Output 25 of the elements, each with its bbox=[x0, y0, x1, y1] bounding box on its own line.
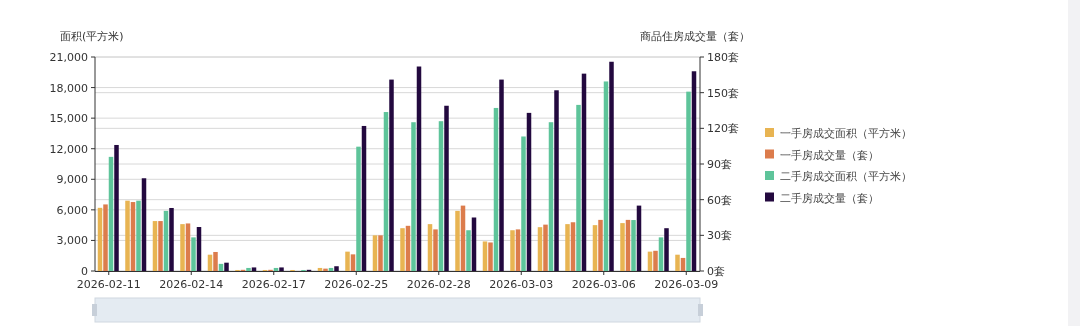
x-tick-label: 2026-03-09 bbox=[654, 278, 719, 291]
y-tick-label: 9,000 bbox=[56, 173, 88, 187]
y2-tick-label: 60套 bbox=[707, 193, 732, 207]
y-axis-title: 面积(平方米) bbox=[60, 30, 124, 43]
x-tick-label: 2026-02-28 bbox=[406, 278, 471, 291]
y2-tick-label: 0套 bbox=[707, 265, 725, 278]
x-tick-label: 2026-02-25 bbox=[324, 278, 389, 291]
y-tick-label: 6,000 bbox=[56, 203, 88, 217]
y-tick-label: 18,000 bbox=[49, 81, 88, 95]
x-tick-label: 2026-03-06 bbox=[571, 278, 636, 291]
y2-tick-label: 30套 bbox=[707, 229, 732, 243]
x-tick-label: 2026-02-14 bbox=[159, 278, 224, 291]
y-tick-label: 12,000 bbox=[49, 142, 88, 156]
y-tick-label: 0 bbox=[81, 265, 88, 278]
y2-tick-label: 150套 bbox=[707, 86, 739, 100]
y-tick-label: 15,000 bbox=[49, 112, 88, 126]
y-tick-label: 21,000 bbox=[49, 51, 88, 64]
y2-tick-label: 90套 bbox=[707, 158, 732, 171]
y2-tick-label: 180套 bbox=[707, 51, 739, 64]
y2-tick-label: 120套 bbox=[707, 122, 739, 136]
y2-axis-title: 商品住房成交量（套） bbox=[640, 30, 750, 43]
x-tick-label: 2026-03-03 bbox=[489, 278, 554, 291]
x-tick-label: 2026-02-17 bbox=[241, 278, 306, 291]
y-tick-label: 3,000 bbox=[56, 234, 88, 248]
x-tick-label: 2026-02-11 bbox=[76, 278, 141, 291]
